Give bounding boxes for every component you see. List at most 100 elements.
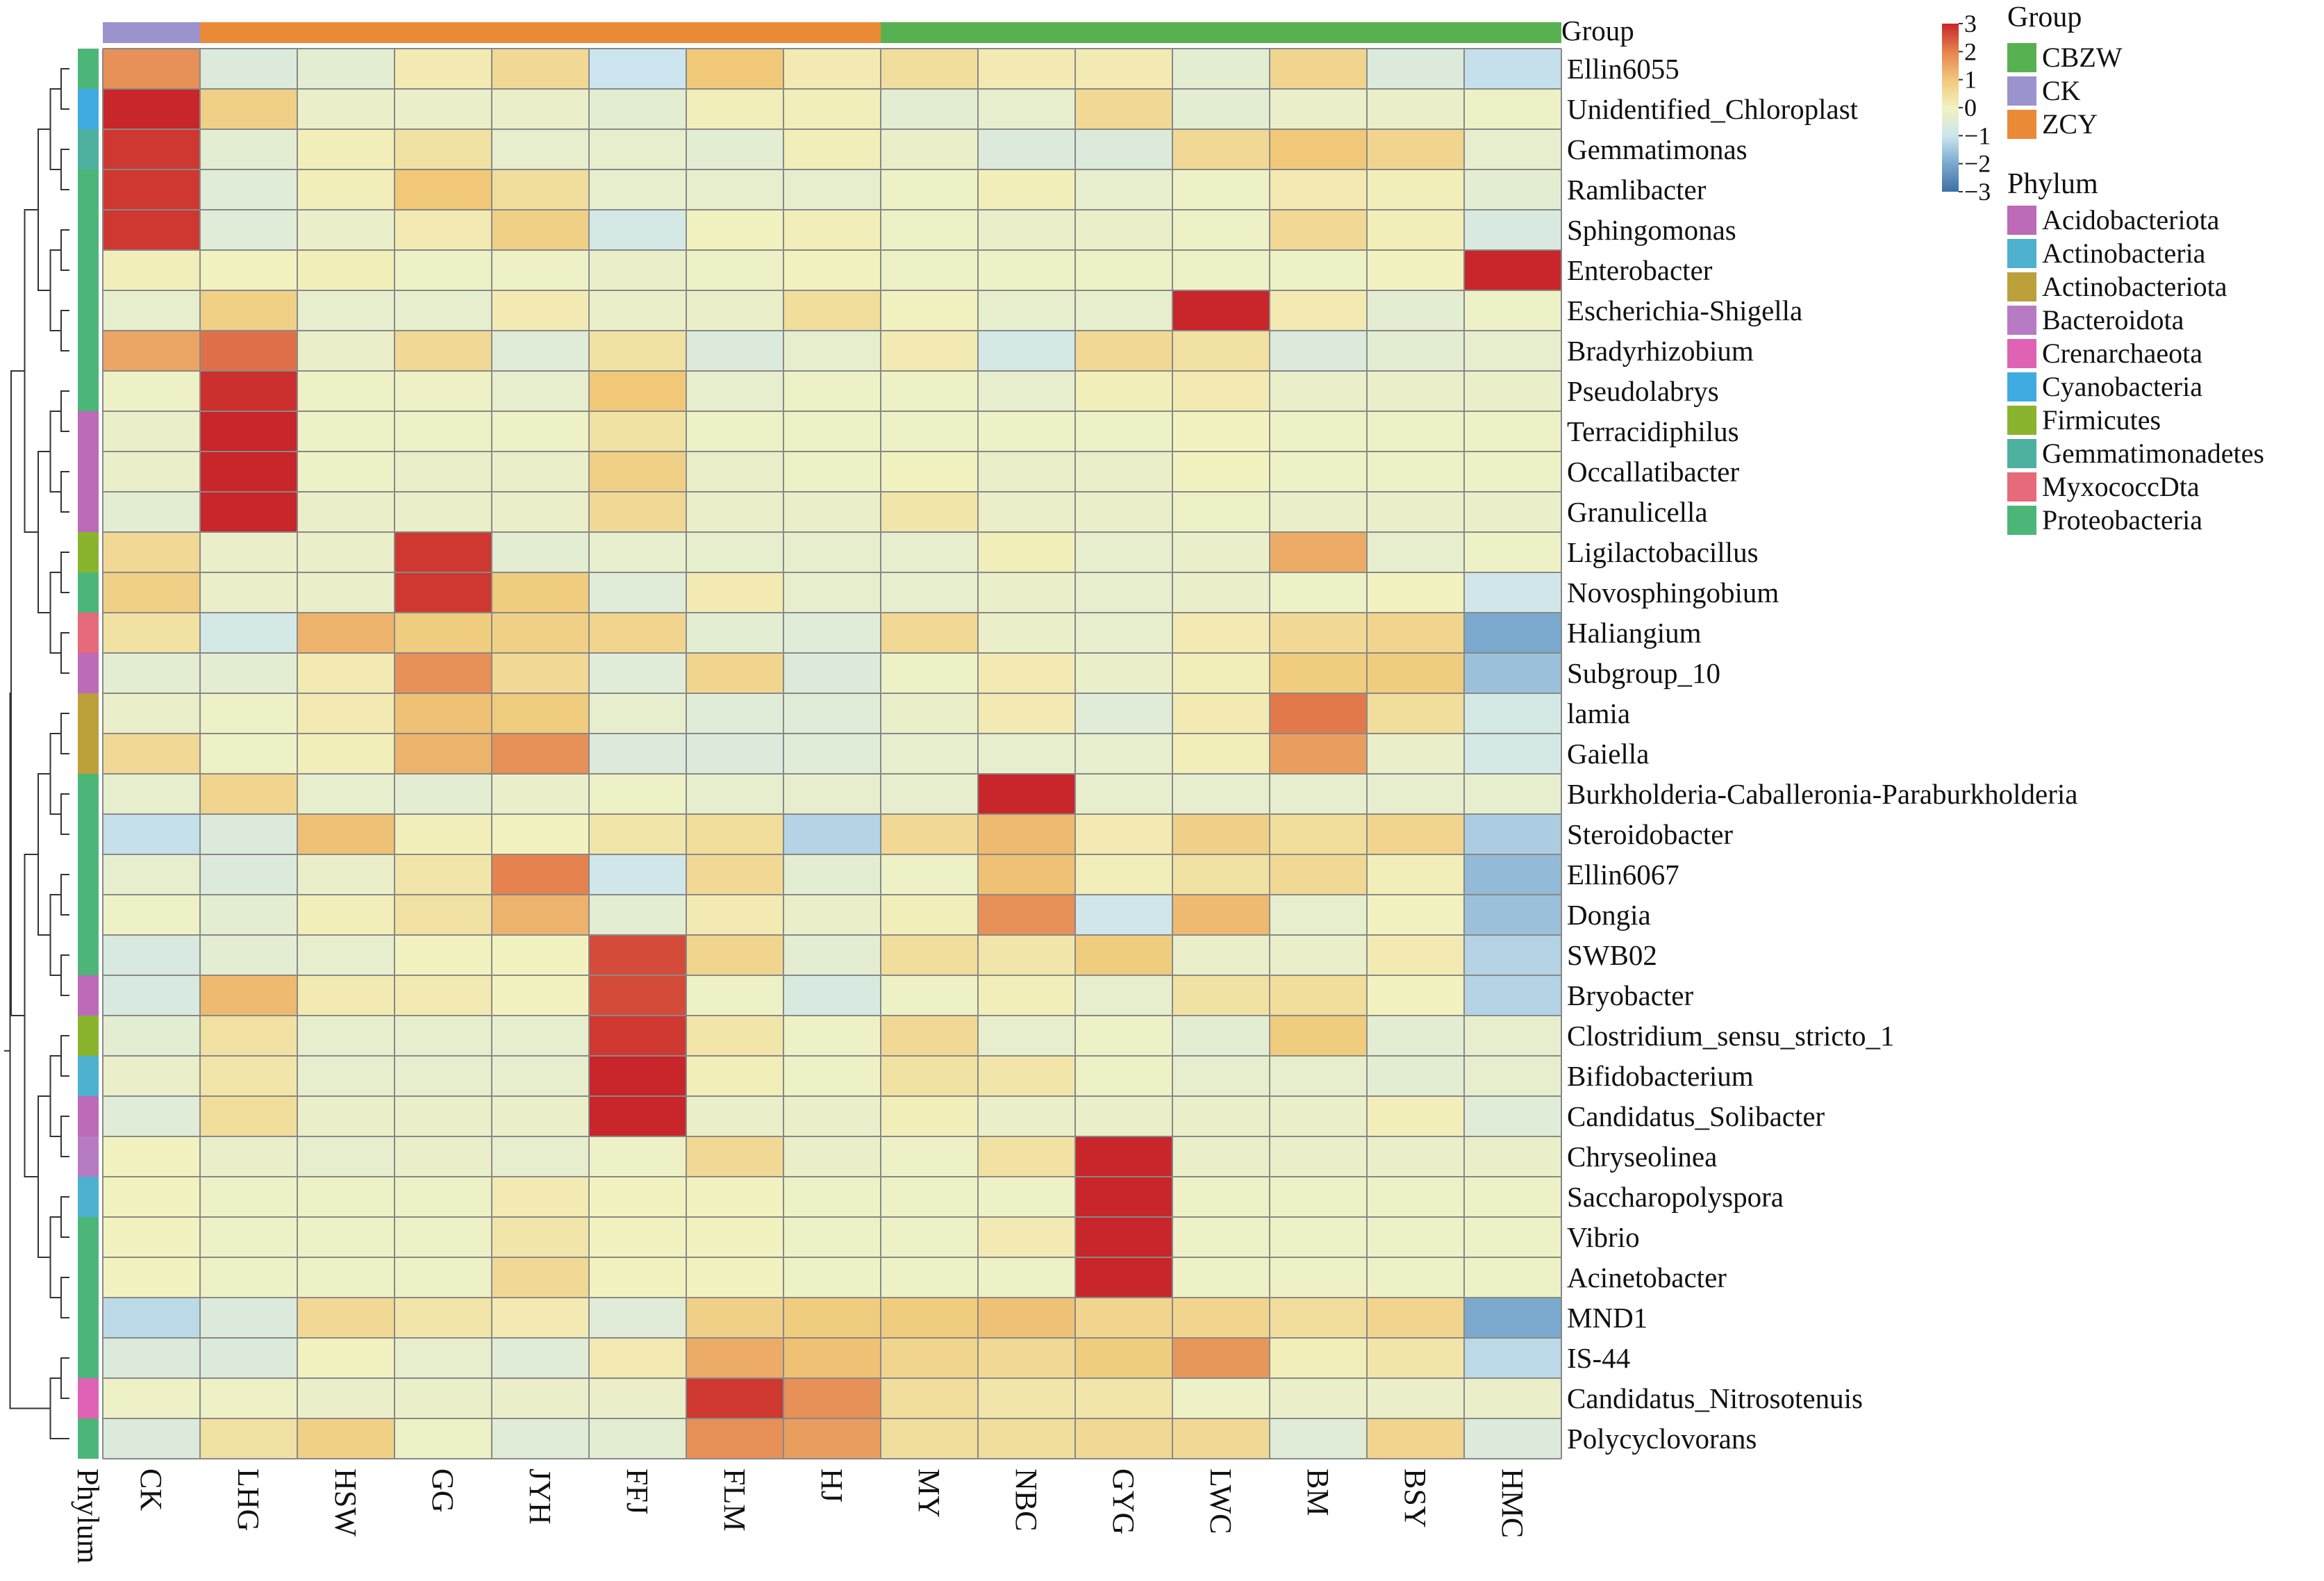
heatmap-cell	[200, 492, 297, 532]
phylum-bar-cell	[78, 452, 99, 492]
heatmap-cell	[783, 331, 881, 371]
heatmap-cell	[686, 1217, 783, 1257]
group-bar-cell	[589, 22, 686, 43]
heatmap-cell	[686, 129, 783, 169]
phylum-bar-cell	[78, 613, 99, 653]
heatmap-cell	[978, 693, 1075, 734]
heatmap-cell	[881, 1096, 978, 1136]
dendrogram-branch	[38, 1095, 51, 1258]
heatmap-cell	[783, 1096, 881, 1136]
heatmap-cell	[881, 331, 978, 371]
heatmap-cell	[1172, 1378, 1270, 1418]
heatmap-cell	[1270, 814, 1367, 854]
heatmap-cell	[103, 1096, 200, 1136]
heatmap-cell	[978, 250, 1075, 290]
heatmap-cell	[686, 895, 783, 935]
color-scale-tick-label: 2	[1964, 38, 1977, 65]
phylum-bar-cell	[78, 653, 99, 693]
phylum-bar-cell	[78, 774, 99, 814]
group-bar-cell	[1464, 22, 1561, 43]
heatmap-cell	[1464, 975, 1561, 1016]
heatmap-cell	[1464, 492, 1561, 532]
group-legend-label: CBZW	[2042, 42, 2123, 73]
row-label: Pseudolabrys	[1567, 375, 1719, 407]
heatmap-cell	[881, 1136, 978, 1177]
phylum-legend-label: MyxococcDta	[2042, 471, 2200, 502]
column-label: HSW	[329, 1468, 363, 1537]
heatmap-cell	[1075, 1298, 1172, 1338]
group-bar-cell	[783, 22, 881, 43]
heatmap-cell	[1172, 169, 1270, 210]
heatmap-cell	[978, 1298, 1075, 1338]
heatmap-cell	[978, 774, 1075, 814]
row-dendrogram	[4, 68, 69, 1439]
heatmap-cell	[978, 895, 1075, 935]
dendrogram-branch	[24, 854, 38, 1177]
heatmap-cell	[589, 774, 686, 814]
heatmap-cell	[589, 1177, 686, 1217]
heatmap-cell	[297, 169, 395, 210]
group-bar-cell	[297, 22, 395, 43]
heatmap-cell	[1172, 854, 1270, 895]
heatmap-cell	[589, 1096, 686, 1136]
heatmap-cell	[1172, 210, 1270, 250]
phylum-bar-cell	[78, 411, 99, 452]
heatmap-cell	[492, 774, 589, 814]
row-label: lamia	[1567, 697, 1630, 729]
heatmap-cell	[1270, 1298, 1367, 1338]
heatmap-cell	[686, 1257, 783, 1298]
heatmap-cell	[1367, 532, 1464, 572]
heatmap-cell	[783, 1257, 881, 1298]
heatmap-cell	[589, 854, 686, 895]
dendrogram-branch	[60, 552, 69, 593]
heatmap-cell	[492, 492, 589, 532]
heatmap-cell	[297, 210, 395, 250]
heatmap-cell	[1172, 129, 1270, 169]
heatmap-cell	[783, 935, 881, 975]
heatmap-cell	[978, 1217, 1075, 1257]
group-bar-cell	[1075, 22, 1172, 43]
heatmap-cell	[1270, 250, 1367, 290]
heatmap-cell	[686, 1056, 783, 1096]
phylum-legend-swatch	[2007, 472, 2036, 502]
heatmap-cell	[1075, 1177, 1172, 1217]
heatmap-cell	[1172, 1056, 1270, 1096]
heatmap-cell	[978, 532, 1075, 572]
heatmap-cell	[783, 49, 881, 89]
heatmap-cell	[589, 411, 686, 452]
heatmap-cell	[297, 1257, 395, 1298]
heatmap-cell	[1075, 734, 1172, 774]
heatmap-cell	[492, 411, 589, 452]
heatmap-cell	[1367, 1016, 1464, 1056]
heatmap-cell	[200, 895, 297, 935]
heatmap-cell	[1367, 975, 1464, 1016]
phylum-legend-label: Actinobacteriota	[2042, 271, 2227, 302]
row-label: Dongia	[1567, 899, 1651, 931]
heatmap-cell	[1367, 935, 1464, 975]
heatmap-cell	[978, 169, 1075, 210]
column-label: GYG	[1106, 1468, 1140, 1534]
group-legend-swatch	[2007, 76, 2036, 106]
color-scale-tick-label: −1	[1964, 122, 1991, 149]
dendrogram-branch	[60, 68, 69, 110]
heatmap-cell	[1367, 774, 1464, 814]
color-scale-bar	[1942, 24, 1959, 192]
heatmap-cell	[589, 1136, 686, 1177]
heatmap-cell	[783, 975, 881, 1016]
heatmap-cell	[1270, 774, 1367, 814]
heatmap-cell	[395, 371, 492, 411]
heatmap-cell	[1367, 1418, 1464, 1459]
heatmap-cell	[783, 1298, 881, 1338]
heatmap-cell	[686, 290, 783, 331]
heatmap-cell	[686, 1378, 783, 1418]
row-label: Occallatibacter	[1567, 456, 1739, 488]
row-label: Subgroup_10	[1567, 657, 1720, 689]
heatmap-cell	[1172, 613, 1270, 653]
phylum-bar-cell	[78, 1177, 99, 1217]
heatmap-cell	[395, 734, 492, 774]
heatmap-cell	[589, 693, 686, 734]
phylum-bar-cell	[78, 290, 99, 331]
heatmap-cell	[1172, 411, 1270, 452]
phylum-bar-cell	[78, 331, 99, 371]
heatmap-cell	[881, 371, 978, 411]
